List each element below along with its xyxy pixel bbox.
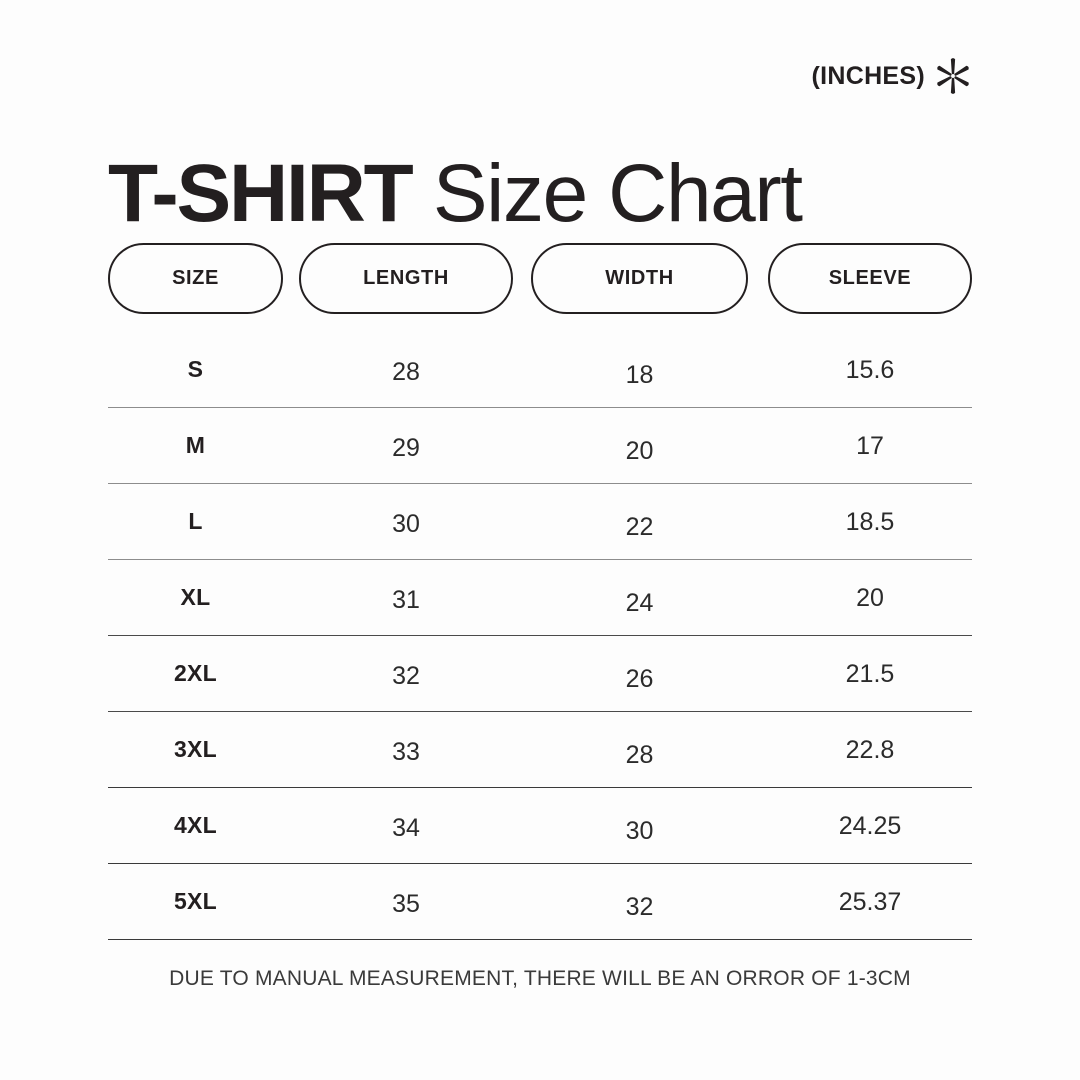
cell-sleeve: 20: [856, 584, 884, 612]
cell-size: 3XL: [173, 736, 218, 762]
table-row: 3XL 33 28 22.8: [108, 712, 972, 787]
table-row: L 30 22 18.5: [108, 484, 972, 559]
cell-sleeve: 22.8: [845, 736, 895, 764]
cell-length: 31: [392, 586, 420, 614]
cell-length: 33: [392, 738, 420, 766]
column-header-length-label: LENGTH: [363, 267, 449, 289]
table-bottom-divider: [108, 939, 972, 940]
row-divider: [108, 559, 972, 560]
asterisk-icon: [934, 57, 972, 95]
row-divider: [108, 711, 972, 712]
header-gap: [513, 243, 531, 314]
cell-length: 29: [392, 434, 420, 462]
cell-sleeve: 21.5: [845, 660, 895, 688]
column-header-size-label: SIZE: [172, 267, 219, 289]
header-gap: [748, 243, 768, 314]
cell-size: XL: [180, 584, 211, 610]
row-divider: [108, 863, 972, 864]
units-line: (INCHES): [811, 58, 972, 94]
cell-width: 20: [625, 437, 654, 465]
size-chart-table: SIZE LENGTH WIDTH SLEEVE S 28 18 15.6 M: [108, 243, 972, 940]
column-header-sleeve-label: SLEEVE: [828, 267, 912, 289]
cell-size: 5XL: [173, 888, 218, 914]
cell-width: 30: [625, 817, 654, 845]
cell-sleeve: 15.6: [845, 356, 895, 384]
cell-length: 30: [392, 510, 420, 538]
cell-length: 35: [392, 890, 420, 918]
cell-size: S: [187, 356, 204, 382]
measurement-note: DUE TO MANUAL MEASUREMENT, THERE WILL BE…: [169, 967, 911, 990]
column-header-width-label: WIDTH: [605, 267, 674, 289]
title-light: Size Chart: [411, 147, 803, 239]
row-divider: [108, 483, 972, 484]
table-header-row: SIZE LENGTH WIDTH SLEEVE: [108, 243, 972, 314]
table-row: 2XL 32 26 21.5: [108, 636, 972, 711]
column-header-length: LENGTH: [299, 243, 513, 314]
cell-width: 26: [625, 665, 654, 693]
cell-sleeve: 24.25: [838, 812, 902, 840]
cell-size: 2XL: [173, 660, 218, 686]
table-row: 4XL 34 30 24.25: [108, 788, 972, 863]
cell-width: 32: [625, 893, 654, 921]
header-gap: [283, 243, 299, 314]
column-header-width: WIDTH: [531, 243, 748, 314]
row-divider: [108, 407, 972, 408]
row-divider: [108, 787, 972, 788]
cell-length: 28: [392, 358, 420, 386]
table-body: S 28 18 15.6 M 29 20 17 L 30 22: [108, 332, 972, 940]
cell-length: 34: [392, 814, 420, 842]
cell-length: 32: [392, 662, 420, 690]
page-title: T-SHIRT Size Chart: [108, 152, 803, 235]
cell-sleeve: 17: [856, 432, 884, 460]
table-row: S 28 18 15.6: [108, 332, 972, 407]
column-header-size: SIZE: [108, 243, 283, 314]
units-label: (INCHES): [811, 61, 925, 90]
cell-width: 22: [625, 513, 654, 541]
cell-width: 24: [625, 589, 654, 617]
cell-sleeve: 25.37: [838, 888, 902, 916]
cell-size: M: [185, 432, 206, 458]
table-row: 5XL 35 32 25.37: [108, 864, 972, 939]
cell-size: L: [188, 508, 203, 534]
table-row: M 29 20 17: [108, 408, 972, 483]
cell-size: 4XL: [173, 812, 218, 838]
cell-width: 28: [625, 741, 654, 769]
cell-width: 18: [625, 361, 654, 389]
cell-sleeve: 18.5: [845, 508, 895, 536]
column-header-sleeve: SLEEVE: [768, 243, 972, 314]
row-divider: [108, 635, 972, 636]
title-bold: T-SHIRT: [108, 147, 414, 239]
table-row: XL 31 24 20: [108, 560, 972, 635]
